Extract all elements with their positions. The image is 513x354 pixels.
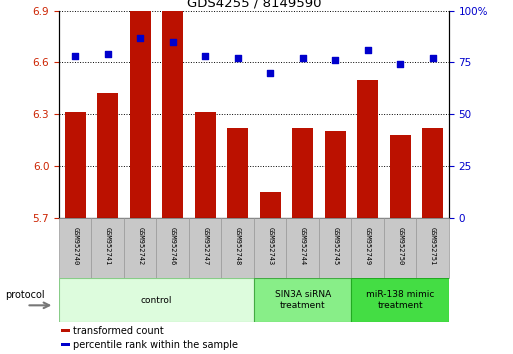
Text: GSM952747: GSM952747 [202, 228, 208, 266]
Text: GSM952740: GSM952740 [72, 228, 78, 266]
Point [266, 70, 274, 76]
Bar [351, 218, 384, 278]
Bar [422, 128, 443, 218]
Text: GSM952750: GSM952750 [397, 228, 403, 266]
Point [104, 51, 112, 57]
Bar [357, 80, 378, 218]
Point [428, 56, 437, 61]
Text: GSM952744: GSM952744 [300, 228, 306, 266]
Title: GDS4255 / 8149590: GDS4255 / 8149590 [187, 0, 321, 10]
Bar [156, 218, 189, 278]
Bar [59, 278, 254, 322]
Text: GSM952742: GSM952742 [137, 228, 143, 266]
Bar [384, 218, 417, 278]
Bar [286, 218, 319, 278]
Point [299, 56, 307, 61]
Bar [61, 343, 70, 346]
Text: control: control [141, 296, 172, 304]
Text: GSM952745: GSM952745 [332, 228, 338, 266]
Bar [97, 93, 119, 218]
Text: transformed count: transformed count [73, 326, 164, 336]
Bar [389, 135, 411, 218]
Text: miR-138 mimic
treatment: miR-138 mimic treatment [366, 290, 435, 310]
Text: GSM952746: GSM952746 [170, 228, 176, 266]
Text: GSM952748: GSM952748 [234, 228, 241, 266]
Point [331, 57, 339, 63]
Bar [325, 131, 346, 218]
Bar [59, 218, 91, 278]
Bar [91, 218, 124, 278]
Point [233, 56, 242, 61]
Bar [292, 128, 313, 218]
Bar [254, 218, 286, 278]
Bar [227, 128, 248, 218]
Point [364, 47, 372, 53]
Point [136, 35, 144, 40]
Bar [162, 11, 183, 218]
Text: GSM952743: GSM952743 [267, 228, 273, 266]
Text: SIN3A siRNA
treatment: SIN3A siRNA treatment [274, 290, 331, 310]
Text: GSM952751: GSM952751 [429, 228, 436, 266]
Bar [61, 329, 70, 332]
Bar [194, 113, 216, 218]
Bar [417, 218, 449, 278]
Bar [65, 113, 86, 218]
Bar [351, 278, 449, 322]
Text: percentile rank within the sample: percentile rank within the sample [73, 340, 238, 350]
Point [169, 39, 177, 45]
Text: GSM952749: GSM952749 [365, 228, 371, 266]
Point [396, 62, 404, 67]
Text: protocol: protocol [5, 290, 45, 300]
Point [71, 53, 80, 59]
Bar [319, 218, 351, 278]
Bar [222, 218, 254, 278]
Bar [189, 218, 222, 278]
Bar [124, 218, 156, 278]
Bar [260, 192, 281, 218]
Bar [130, 11, 151, 218]
Point [201, 53, 209, 59]
Bar [254, 278, 351, 322]
Text: GSM952741: GSM952741 [105, 228, 111, 266]
